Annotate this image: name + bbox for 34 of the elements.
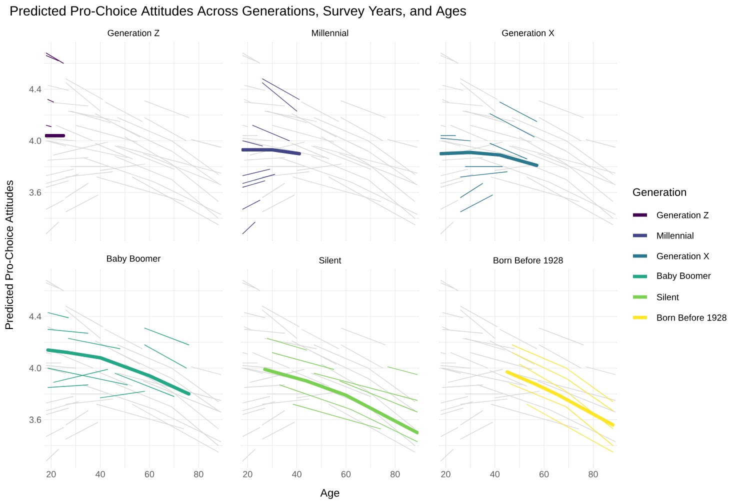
legend-label: Born Before 1928 [657,314,726,321]
chart-subtitle: Born Before 1928 [494,256,563,264]
y-axis-title: Predicted Pro-Choice Attitudes [4,180,14,330]
x-tick-label: 80 [194,471,204,478]
legend-label: Generation Z [656,212,709,218]
x-tick-label: 80 [390,471,400,478]
y-tick-label: 4.4 [29,313,42,320]
y-tick-label: 3.6 [29,416,42,423]
x-tick-label: 40 [292,471,302,478]
chart-subtitle: Generation Z [108,30,160,36]
legend-label: Millennial [657,232,694,239]
chart-title: Predicted Pro-Choice Attitudes Across Generations, Survey Years, and Ages [10,6,466,18]
legend-label: Silent [656,294,679,300]
x-tick-label: 20 [46,471,56,478]
x-tick-label: 80 [588,471,598,478]
x-tick-label: 60 [144,471,154,478]
x-tick-label: 40 [96,471,105,478]
x-tick-label: 60 [540,471,549,478]
chart-subtitle: Generation X [502,30,554,36]
x-tick-label: 20 [243,471,252,478]
chart-subtitle: Millennial [312,30,348,36]
y-tick-label: 4.0 [29,364,42,372]
y-tick-label: 4.4 [29,86,42,92]
y-tick-label: 4.0 [29,138,42,144]
x-tick-label: 40 [490,471,500,478]
chart-subtitle: Baby Boomer [107,255,161,264]
legend-label: Generation X [656,252,710,260]
x-axis-title: Age [320,489,340,499]
legend-title: Generation [633,188,686,196]
y-tick-label: 3.6 [29,189,42,196]
x-tick-label: 60 [341,471,351,478]
legend-label: Baby Boomer [657,272,711,281]
x-tick-label: 20 [441,471,450,478]
chart-subtitle: Silent [319,256,342,264]
